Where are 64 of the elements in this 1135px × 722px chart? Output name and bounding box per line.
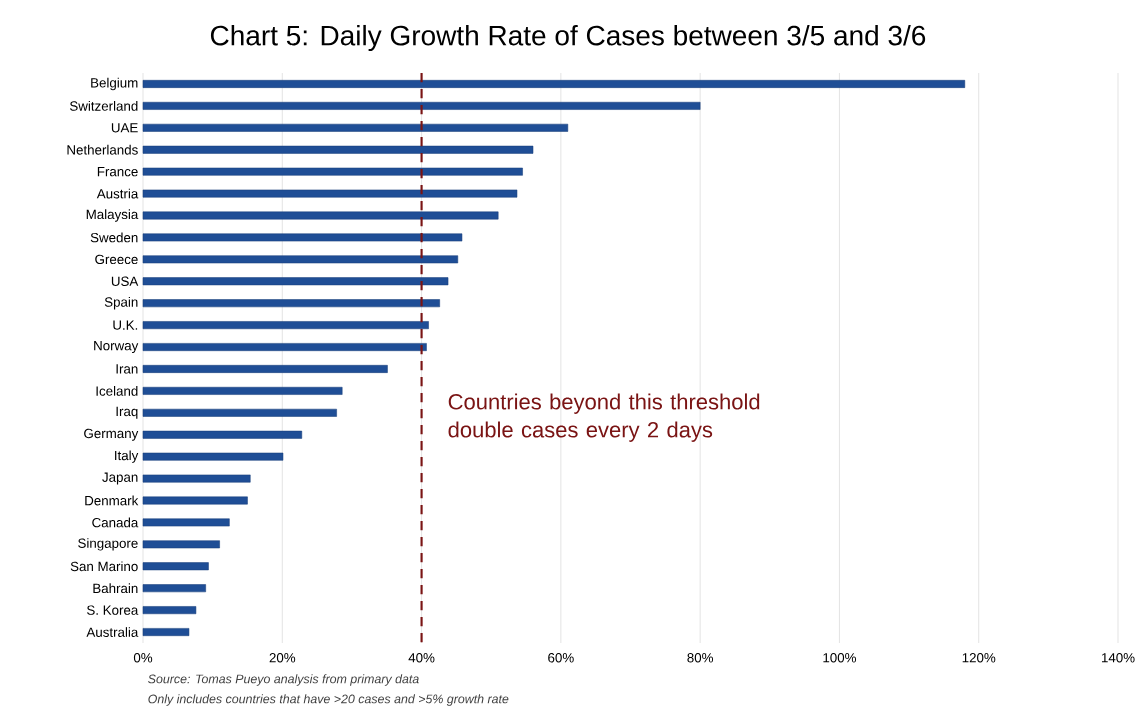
bar [142,628,190,636]
bar [142,518,230,527]
y-tick-label: France [97,167,138,177]
y-tick-label: Sweden [90,232,138,243]
x-tick-label: 80% [687,653,714,663]
source-note: Source: Tomas Pueyo analysis from primary data [148,674,419,686]
y-tick-label: Canada [92,517,139,528]
bar [142,211,499,220]
bar [142,80,966,88]
bar [142,233,463,242]
y-tick-label: Netherlands [67,144,138,155]
y-tick-label: Germany [84,428,139,441]
x-tick-label: 20% [269,653,296,663]
y-tick-label: UAE [111,123,138,133]
x-tick-label: 60% [548,653,574,663]
bar [142,430,303,439]
y-tick-label: Iceland [96,385,138,396]
y-tick-label: Spain [104,296,138,310]
bar [142,606,197,615]
bar [142,562,209,571]
bar [142,584,206,593]
bar [142,167,523,176]
bar [142,145,534,154]
y-tick-label: Iraq [116,406,138,419]
y-tick-label: Belgium [91,77,138,91]
y-tick-label: Australia [86,627,139,637]
y-tick-label: Malaysia [86,209,139,222]
y-tick-label: Switzerland [69,100,138,111]
bar [142,299,440,308]
bar [142,540,220,549]
y-tick-label: S. Korea [87,605,139,615]
y-tick-label: Norway [94,341,139,354]
chart-title: Chart 5: Daily Growth Rate of Cases between 3/5 and 3/6 [210,24,926,52]
y-tick-label: U.K. [113,320,138,330]
y-tick-label: Denmark [85,495,139,506]
y-tick-label: Iran [116,364,138,374]
bar [142,452,284,461]
bar [142,255,459,264]
x-tick-label: 120% [962,653,996,663]
bar [142,343,427,351]
y-tick-label: Bahrain [93,583,138,594]
x-tick-label: 0% [133,653,153,663]
text: Only includes countries that have >20 cases and >5% growth rate [148,694,509,706]
x-tick-label: 140% [1101,653,1135,663]
y-tick-label: San Marino [70,561,138,572]
bar [142,189,518,198]
bar [142,101,701,110]
y-tick-label: Singapore [78,538,138,551]
bar [142,365,388,373]
bar [142,277,449,286]
bar [142,496,248,505]
x-tick-label: 100% [823,653,857,663]
x-tick-label: 40% [408,653,435,663]
y-tick-label: Japan [102,472,138,485]
y-tick-label: Austria [96,188,139,199]
ref-line-label: Countries beyond this threshold double cases every 2 days [448,393,760,442]
bar [142,321,429,330]
y-tick-label: USA [111,276,139,286]
y-tick-label: Italy [115,450,139,463]
bar [142,123,569,132]
bar [142,408,337,417]
bar [142,386,343,395]
y-tick-label: Greece [95,254,138,265]
bar [142,474,251,483]
